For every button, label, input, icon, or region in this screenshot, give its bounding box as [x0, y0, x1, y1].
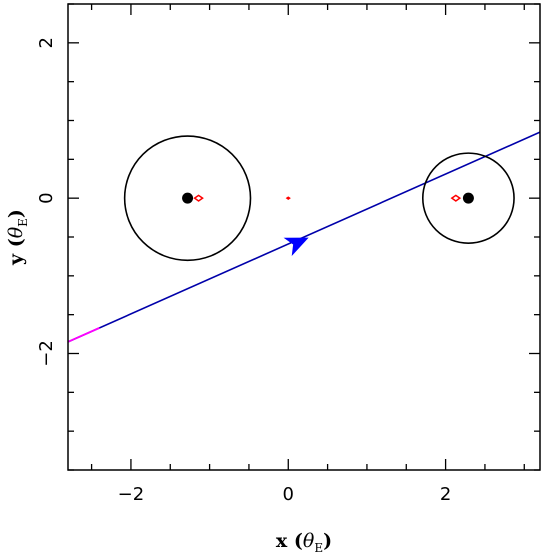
lens-point [182, 192, 194, 204]
y-axis-symbol: θ [5, 226, 27, 238]
x-axis-symbol: θ [303, 530, 315, 552]
source-trajectory [68, 131, 540, 343]
plot-frame [67, 3, 541, 471]
x-tick-label: 2 [440, 484, 451, 505]
plot-series [68, 131, 540, 343]
critical-curve [421, 152, 515, 245]
lens-point [462, 192, 474, 204]
major-ticks [68, 4, 540, 470]
y-tick-label: 0 [36, 192, 57, 203]
critical-curve [123, 135, 252, 262]
direction-arrow [283, 237, 309, 257]
caustic [193, 194, 204, 202]
y-tick-label: 2 [36, 37, 57, 48]
tick-labels: −2 0 2 −2 0 2 [36, 37, 451, 505]
x-tick-label: −2 [118, 484, 145, 505]
trajectory-start-segment [68, 327, 100, 343]
x-axis-label: x (θE) [276, 530, 332, 555]
x-axis-sub: E [314, 541, 323, 555]
y-axis-label: y (θE) [5, 209, 30, 266]
y-axis-sub: E [16, 218, 30, 227]
y-axis-var: y [5, 253, 27, 266]
caustic [450, 194, 462, 202]
x-tick-label: 0 [283, 484, 294, 505]
x-axis-var: x [276, 530, 288, 552]
y-tick-label: −2 [36, 340, 57, 367]
caustic [285, 196, 291, 200]
